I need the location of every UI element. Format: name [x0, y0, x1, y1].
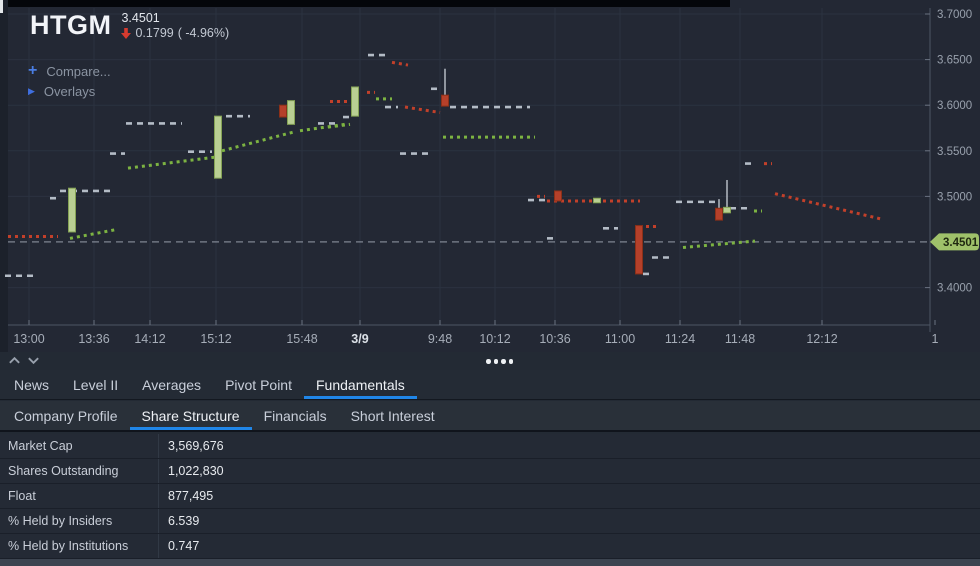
subtab-company-profile[interactable]: Company Profile — [14, 407, 118, 424]
triangle-right-icon: ▶ — [28, 85, 35, 96]
fundamentals-subtab-bar: Company Profile Share Structure Financials… — [0, 401, 980, 432]
svg-text:10:36: 10:36 — [539, 332, 570, 346]
svg-text:14:12: 14:12 — [134, 332, 165, 346]
svg-text:9:48: 9:48 — [428, 332, 452, 346]
row-label: % Held by Institutions — [8, 539, 129, 553]
svg-text:3.7000: 3.7000 — [937, 9, 972, 21]
svg-text:3/9: 3/9 — [351, 332, 368, 346]
price-change: 0.1799 ( -4.96%) — [121, 26, 229, 40]
compare-button[interactable]: + Compare... — [28, 61, 111, 81]
chevron-up-icon[interactable] — [8, 355, 21, 366]
table-row: Market Cap 3,569,676 — [0, 434, 980, 459]
row-label: Float — [8, 489, 36, 503]
symbol-header: HTGM 3.4501 0.1799 ( -4.96%) — [30, 10, 229, 40]
change-percent: ( -4.96%) — [177, 26, 230, 40]
svg-text:11:00: 11:00 — [605, 332, 635, 346]
row-value: 1,022,830 — [158, 459, 980, 483]
row-value: 877,495 — [158, 484, 980, 508]
bottom-scrollbar[interactable] — [0, 559, 980, 566]
svg-text:10:12: 10:12 — [479, 332, 510, 346]
svg-text:13:36: 13:36 — [78, 332, 109, 346]
tab-pivot-point[interactable]: Pivot Point — [225, 376, 292, 393]
svg-text:3.6500: 3.6500 — [937, 55, 972, 67]
main-tab-bar: News Level II Averages Pivot Point Fundament… — [0, 370, 980, 400]
svg-text:3.6000: 3.6000 — [937, 100, 972, 112]
row-value: 3,569,676 — [158, 434, 980, 458]
down-arrow-icon — [121, 27, 132, 39]
svg-text:15:12: 15:12 — [200, 332, 231, 346]
svg-text:11:48: 11:48 — [725, 332, 755, 346]
panel-divider-strip — [0, 352, 980, 370]
row-label: Shares Outstanding — [8, 464, 119, 478]
svg-text:13:00: 13:00 — [13, 332, 44, 346]
chart-tools: + Compare... ▶ Overlays — [28, 61, 111, 101]
chevron-down-icon[interactable] — [27, 355, 40, 366]
table-row: Float 877,495 — [0, 484, 980, 509]
change-value: 0.1799 — [135, 26, 174, 40]
plus-icon: + — [28, 62, 38, 79]
svg-text:3.4501: 3.4501 — [943, 237, 979, 249]
svg-text:3.5000: 3.5000 — [937, 191, 972, 203]
tab-news[interactable]: News — [14, 376, 50, 393]
svg-text:3.4000: 3.4000 — [937, 283, 972, 295]
row-value: 0.747 — [158, 534, 980, 558]
share-structure-table: Market Cap 3,569,676 Shares Outstanding 1,0… — [0, 434, 980, 559]
subtab-share-structure[interactable]: Share Structure — [129, 401, 252, 430]
table-row: Shares Outstanding 1,022,830 — [0, 459, 980, 484]
panel-drag-handle-icon[interactable] — [486, 359, 513, 364]
row-label: Market Cap — [8, 439, 73, 453]
svg-text:3.5500: 3.5500 — [937, 146, 972, 158]
compare-label: Compare... — [46, 63, 111, 79]
symbol-ticker: HTGM — [30, 10, 112, 40]
chart-panel: 3.7000 3.6500 3.6000 3.5500 3.5000 3.4000 13:0… — [0, 0, 980, 352]
tab-fundamentals[interactable]: Fundamentals — [304, 370, 417, 399]
subtab-short-interest[interactable]: Short Interest — [350, 407, 435, 424]
tab-averages[interactable]: Averages — [142, 376, 202, 393]
row-label: % Held by Insiders — [8, 514, 113, 528]
tab-level-ii[interactable]: Level II — [73, 376, 119, 393]
overlays-label: Overlays — [43, 83, 96, 99]
panel-collapse-controls — [8, 355, 40, 366]
svg-text:1: 1 — [932, 332, 939, 346]
row-value: 6.539 — [158, 509, 980, 533]
svg-text:11:24: 11:24 — [665, 332, 695, 346]
overlays-button[interactable]: ▶ Overlays — [28, 81, 111, 101]
candlestick-chart[interactable]: 3.7000 3.6500 3.6000 3.5500 3.5000 3.4000 13:0… — [0, 0, 980, 352]
table-row: % Held by Insiders 6.539 — [0, 509, 980, 534]
svg-text:12:12: 12:12 — [806, 332, 837, 346]
last-price: 3.4501 — [121, 11, 160, 25]
table-row: % Held by Institutions 0.747 — [0, 534, 980, 559]
subtab-financials[interactable]: Financials — [263, 407, 327, 424]
svg-text:15:48: 15:48 — [286, 332, 317, 346]
quote-block: 3.4501 0.1799 ( -4.96%) — [121, 10, 229, 40]
